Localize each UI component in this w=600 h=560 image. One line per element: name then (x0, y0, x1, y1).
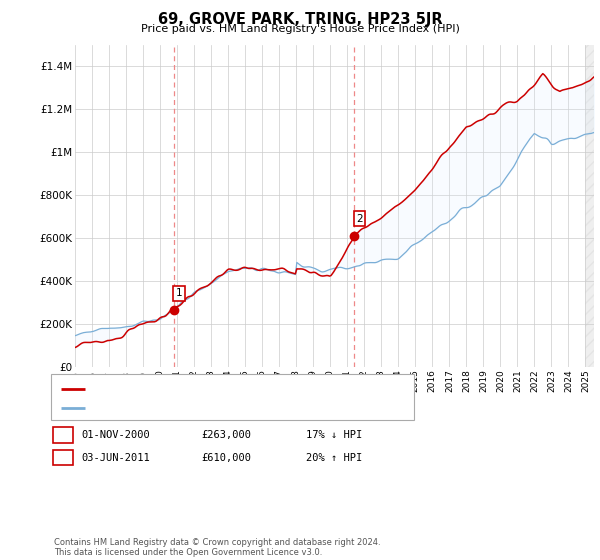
Text: HPI: Average price, detached house, Dacorum: HPI: Average price, detached house, Daco… (91, 403, 317, 413)
Text: 69, GROVE PARK, TRING, HP23 5JR: 69, GROVE PARK, TRING, HP23 5JR (158, 12, 442, 27)
Text: 69, GROVE PARK, TRING, HP23 5JR (detached house): 69, GROVE PARK, TRING, HP23 5JR (detache… (91, 384, 350, 394)
Text: 20% ↑ HPI: 20% ↑ HPI (306, 452, 362, 463)
Text: 03-JUN-2011: 03-JUN-2011 (81, 452, 150, 463)
Text: £263,000: £263,000 (201, 430, 251, 440)
Text: 17% ↓ HPI: 17% ↓ HPI (306, 430, 362, 440)
Text: 1: 1 (59, 430, 67, 440)
Text: Price paid vs. HM Land Registry's House Price Index (HPI): Price paid vs. HM Land Registry's House … (140, 24, 460, 34)
Text: £610,000: £610,000 (201, 452, 251, 463)
Text: Contains HM Land Registry data © Crown copyright and database right 2024.
This d: Contains HM Land Registry data © Crown c… (54, 538, 380, 557)
Text: 2: 2 (59, 452, 67, 463)
Text: 2: 2 (356, 214, 363, 223)
Bar (586, 45, 594, 367)
Text: 01-NOV-2000: 01-NOV-2000 (81, 430, 150, 440)
Text: 1: 1 (176, 288, 182, 298)
